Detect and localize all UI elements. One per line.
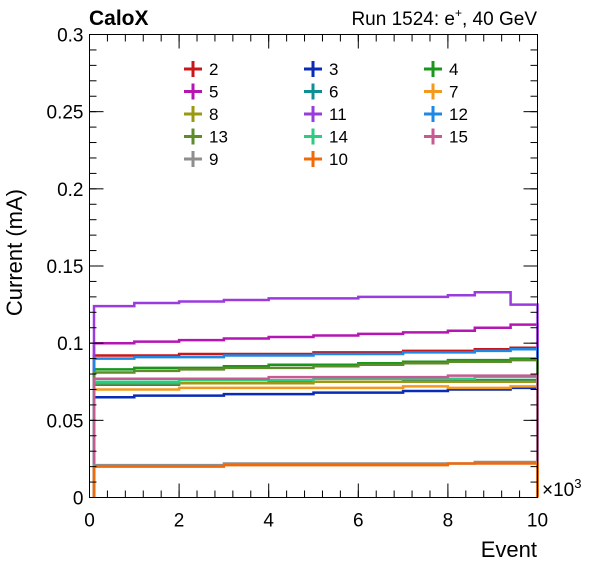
multiplier-exponent: 3 [574,476,581,491]
x-axis-multiplier: ×103 [542,476,581,501]
series-line-5 [92,323,539,498]
series-line-7 [92,385,539,498]
legend-label: 13 [209,128,228,147]
y-tick-label: 0.05 [47,411,84,432]
series-line-8 [92,380,539,498]
legend-label: 4 [449,60,458,79]
subtitle-tail: , 40 GeV [462,9,537,30]
legend-label: 8 [209,105,218,124]
series-line-11 [92,290,539,498]
legend-entry-8: 8 [184,105,218,124]
x-tick-label: 6 [353,511,364,532]
legend-label: 12 [449,105,468,124]
series-line-14 [92,375,539,498]
chart-subtitle: Run 1524: e+, 40 GeV [351,6,537,30]
legend-entry-10: 10 [304,150,348,169]
x-tick-label: 4 [263,511,274,532]
x-tick-label: 10 [527,511,548,532]
series-line-10 [92,462,539,498]
y-tick-label: 0.15 [47,257,84,278]
series-line-12 [92,348,539,498]
legend-entry-12: 12 [424,105,468,124]
series-line-6 [92,378,539,498]
legend-label: 7 [449,83,458,102]
y-tick-label: 0 [73,489,84,510]
subtitle-superscript: + [455,6,462,20]
series-line-15 [92,374,539,498]
y-tick-label: 0.25 [47,103,84,124]
legend-label: 2 [209,60,218,79]
series-lines [92,290,539,498]
legend-entry-11: 11 [304,105,347,124]
legend: 2 3 4 5 6 7 8 11 12 13 14 15 9 10 [184,60,468,169]
x-tick-label: 2 [174,511,185,532]
legend-label: 6 [329,83,338,102]
plot-frame [89,34,538,498]
legend-entry-7: 7 [424,83,458,102]
subtitle-main: Run 1524: e [351,9,455,30]
series-line-13 [92,358,539,498]
axes: 0 2 4 6 8 10 0 0.05 0.1 0.15 0.2 0.25 0.3 [47,26,549,532]
legend-label: 5 [209,83,218,102]
y-axis-title: Current (mA) [2,189,27,316]
y-tick-label: 0.3 [57,26,83,47]
legend-entry-5: 5 [184,83,218,102]
series-line-9 [92,460,539,498]
legend-entry-3: 3 [304,60,338,79]
multiplier-base: ×10 [542,480,574,501]
legend-entry-14: 14 [304,128,348,147]
legend-entry-15: 15 [424,128,468,147]
x-tick-label: 8 [443,511,454,532]
x-axis-title: Event [481,537,537,562]
chart-title: CaloX [89,7,149,30]
legend-label: 10 [329,150,348,169]
legend-label: 11 [329,105,347,124]
legend-label: 9 [209,150,218,169]
legend-label: 15 [449,128,468,147]
legend-label: 14 [329,128,348,147]
series-line-3 [92,386,539,498]
legend-entry-13: 13 [184,128,228,147]
legend-entry-4: 4 [424,60,458,79]
legend-entry-9: 9 [184,150,218,169]
legend-entry-6: 6 [304,83,338,102]
legend-label: 3 [329,60,338,79]
y-tick-label: 0.1 [57,334,83,355]
y-tick-label: 0.2 [57,180,83,201]
legend-entry-2: 2 [184,60,218,79]
x-tick-label: 0 [84,511,95,532]
